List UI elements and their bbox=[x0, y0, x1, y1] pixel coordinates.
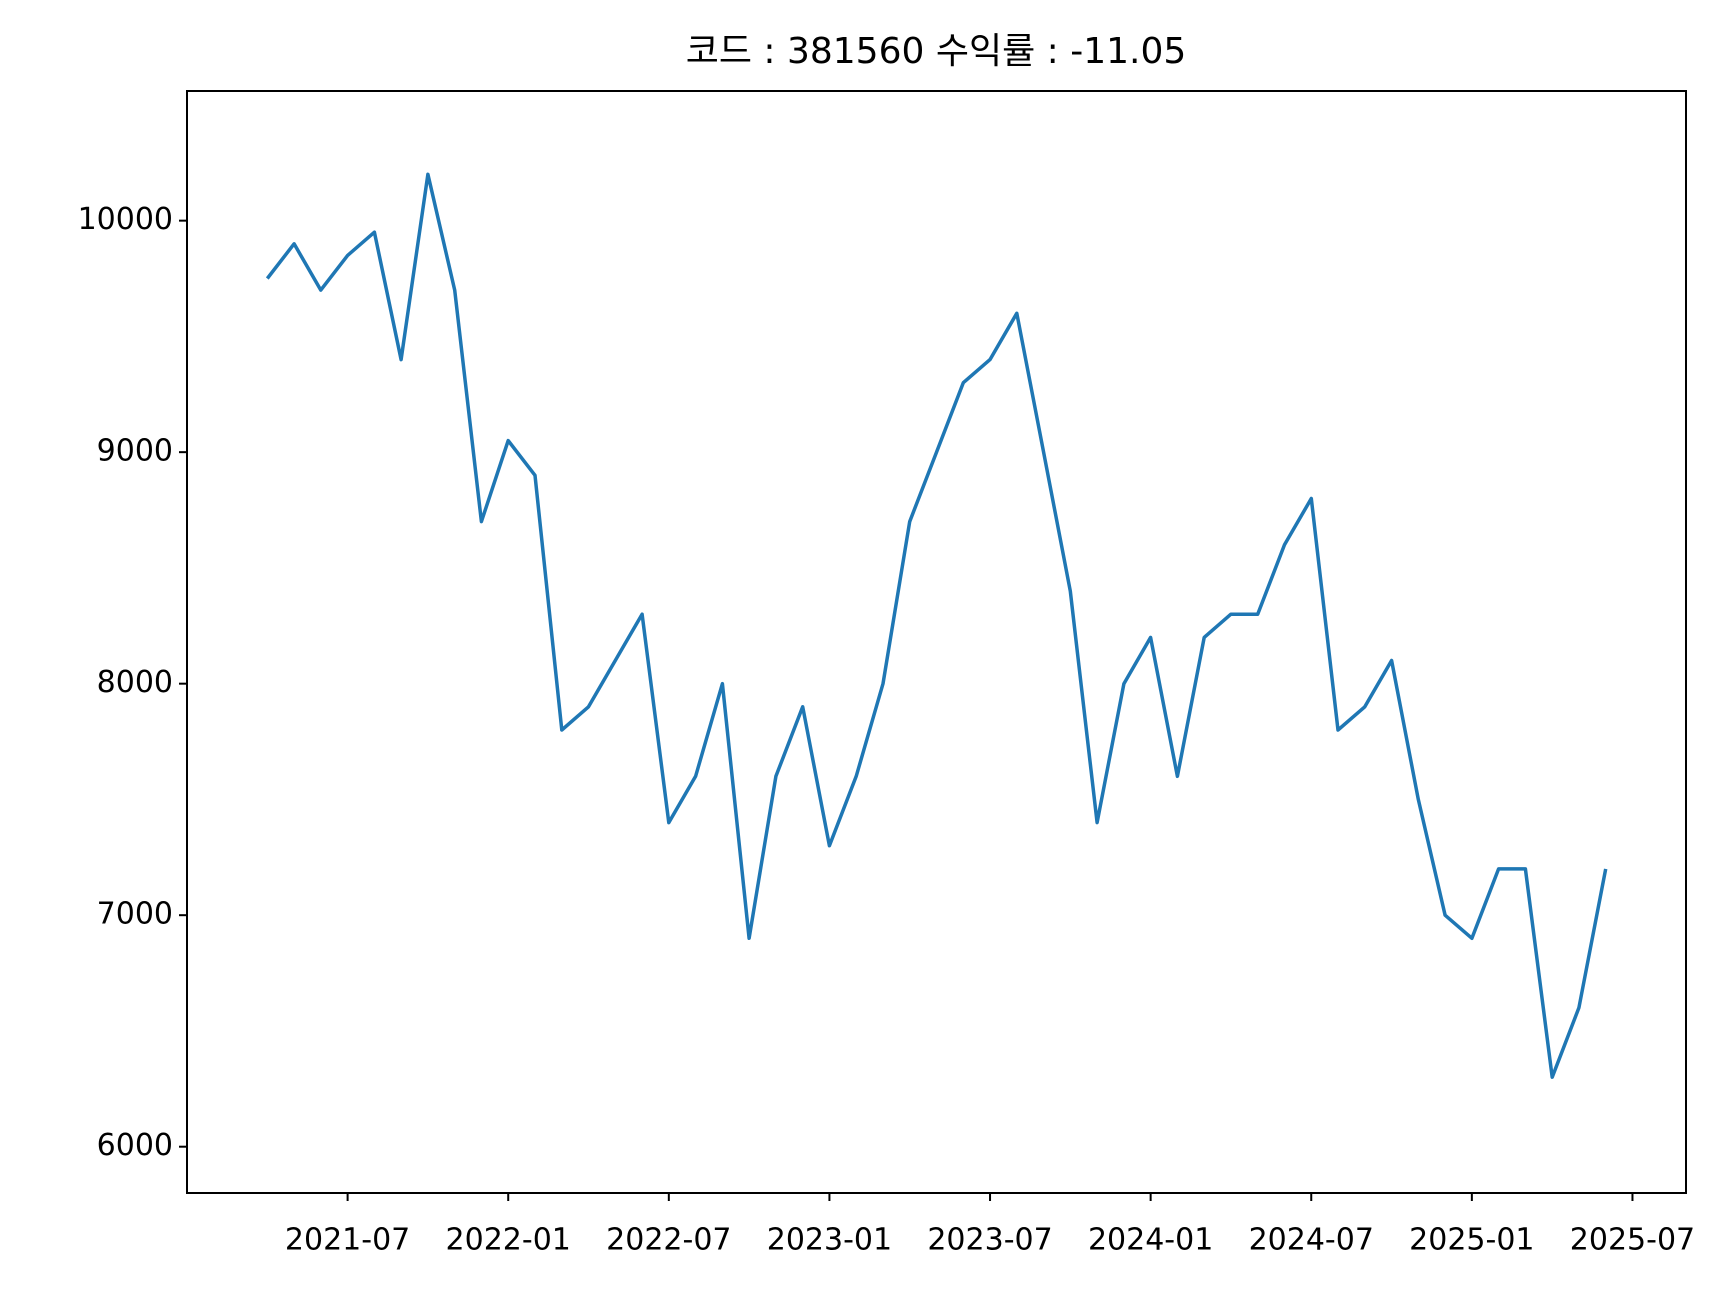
y-tick-label: 6000 bbox=[97, 1128, 173, 1163]
chart-title: 코드 : 381560 수익률 : -11.05 bbox=[686, 31, 1187, 72]
y-tick-label: 9000 bbox=[97, 434, 173, 469]
x-tick-label: 2025-01 bbox=[1409, 1223, 1534, 1258]
x-tick-label: 2023-07 bbox=[927, 1223, 1052, 1258]
x-tick-label: 2022-01 bbox=[446, 1223, 571, 1258]
y-tick-label: 8000 bbox=[97, 665, 173, 700]
x-tick-label: 2022-07 bbox=[606, 1223, 731, 1258]
y-tick-label: 10000 bbox=[78, 202, 173, 237]
x-tick-label: 2024-01 bbox=[1088, 1223, 1213, 1258]
line-series bbox=[265, 172, 1608, 1079]
x-tick-label: 2025-07 bbox=[1570, 1223, 1695, 1258]
y-tick-label: 7000 bbox=[97, 897, 173, 932]
x-tick-label: 2021-07 bbox=[285, 1223, 410, 1258]
x-tick-label: 2024-07 bbox=[1249, 1223, 1374, 1258]
x-tick-label: 2023-01 bbox=[767, 1223, 892, 1258]
plot-frame bbox=[186, 90, 1687, 1194]
